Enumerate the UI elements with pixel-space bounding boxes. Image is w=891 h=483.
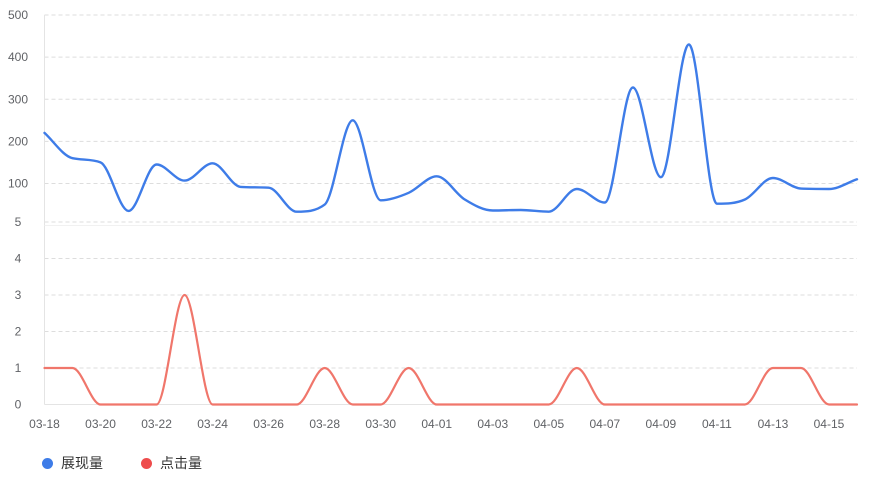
x-axis-tick-label: 03-30 xyxy=(365,417,396,431)
axes xyxy=(44,15,857,405)
y-axis-tick-label-bottom: 1 xyxy=(15,361,22,375)
y-axis-tick-label-bottom: 0 xyxy=(15,398,22,412)
series-line-impressions[interactable] xyxy=(43,43,859,213)
legend: 展现量 点击量 xyxy=(42,453,202,473)
legend-label-impressions: 展现量 xyxy=(61,455,103,471)
y-axis-tick-label-bottom: 5 xyxy=(15,215,22,229)
x-axis-tick-label: 03-24 xyxy=(197,417,228,431)
series-lines xyxy=(43,43,859,406)
clicks-dot-icon xyxy=(141,457,152,469)
x-axis-tick-label: 03-20 xyxy=(85,417,116,431)
legend-item-impressions[interactable]: 展现量 xyxy=(42,453,103,473)
impressions-dot-icon xyxy=(42,457,53,469)
x-axis-tick-label: 04-05 xyxy=(533,417,564,431)
legend-item-clicks[interactable]: 点击量 xyxy=(141,453,202,473)
y-axis-tick-label-top: 200 xyxy=(8,134,28,148)
y-axis-tick-label-bottom: 2 xyxy=(15,325,22,339)
x-axis-tick-label: 03-18 xyxy=(29,417,60,431)
y-axis-tick-label-top: 500 xyxy=(8,8,28,22)
y-axis-tick-label-top: 100 xyxy=(8,177,28,191)
x-axis-tick-label: 04-03 xyxy=(477,417,508,431)
y-axis-tick-label-top: 300 xyxy=(8,92,28,106)
legend-label-clicks: 点击量 xyxy=(160,455,202,471)
y-axis-tick-label-top: 400 xyxy=(8,50,28,64)
x-axis-tick-label: 03-22 xyxy=(141,417,172,431)
x-axis-tick-label: 04-01 xyxy=(421,417,452,431)
x-axis-tick-label: 03-26 xyxy=(253,417,284,431)
x-axis-tick-label: 04-13 xyxy=(758,417,789,431)
x-axis-tick-label: 04-09 xyxy=(646,417,677,431)
x-axis-tick-label: 03-28 xyxy=(309,417,340,431)
axis-labels: 500 400 300 200 100 5 4 3 2 1 0 03-18 03-20 03-22 03-2… xyxy=(8,8,845,431)
y-axis-tick-label-bottom: 3 xyxy=(15,288,22,302)
x-axis-tick-label: 04-15 xyxy=(814,417,845,431)
x-axis-tick-label: 04-11 xyxy=(702,417,732,431)
x-axis-tick-label: 04-07 xyxy=(589,417,620,431)
gridlines xyxy=(44,14,857,369)
y-axis-tick-label-bottom: 4 xyxy=(15,252,22,266)
series-line-clicks[interactable] xyxy=(43,293,859,406)
